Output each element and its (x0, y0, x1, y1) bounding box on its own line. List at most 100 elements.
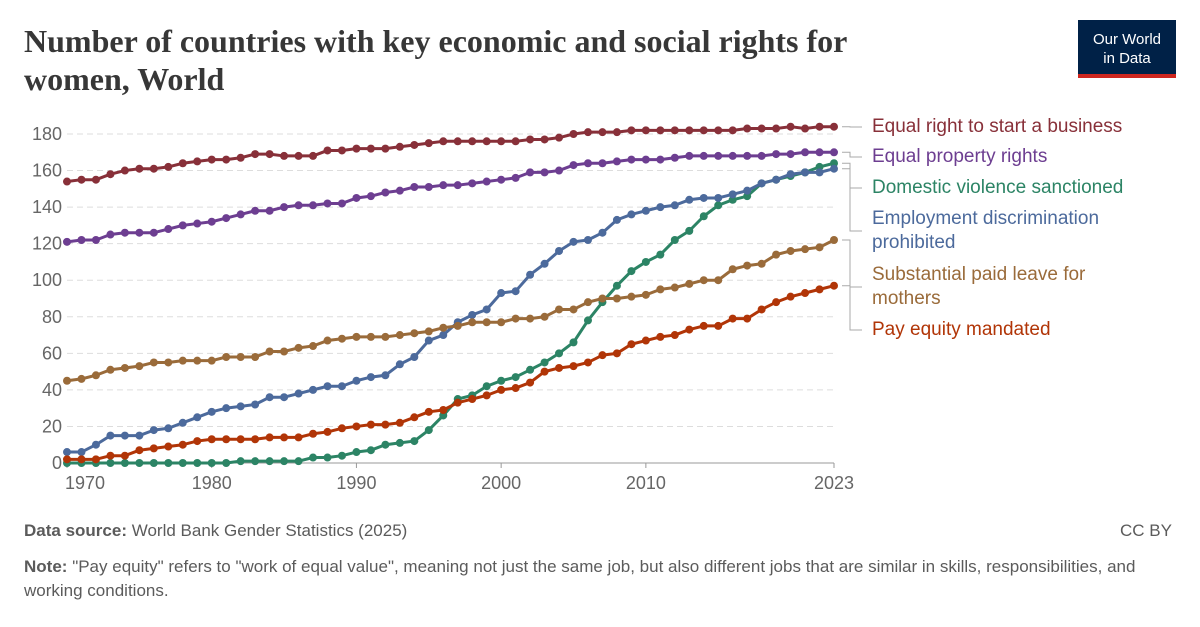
data-point (743, 186, 752, 195)
data-point (743, 192, 752, 201)
y-tick-label: 120 (32, 234, 62, 254)
data-point (641, 336, 650, 345)
data-point (337, 382, 346, 391)
data-point (309, 429, 318, 438)
data-point (280, 433, 289, 442)
data-point (641, 126, 650, 135)
data-point (106, 170, 115, 179)
data-point (497, 289, 506, 298)
data-point (236, 352, 245, 361)
data-point (801, 168, 810, 177)
data-point (468, 395, 477, 404)
data-point (511, 384, 520, 393)
data-point (439, 331, 448, 340)
series-label-line: Employment discrimination (872, 208, 1099, 229)
x-tick-label: 1970 (65, 473, 105, 493)
data-point (569, 161, 578, 170)
data-point (786, 292, 795, 301)
data-point (685, 325, 694, 334)
data-point (555, 166, 564, 175)
data-point (337, 451, 346, 460)
data-point (511, 137, 520, 146)
data-point (801, 124, 810, 133)
data-point (366, 332, 375, 341)
data-point (251, 435, 260, 444)
data-point (280, 203, 289, 212)
data-point (294, 389, 303, 398)
data-point (670, 283, 679, 292)
data-point (569, 305, 578, 314)
data-point (598, 128, 607, 137)
data-point (728, 195, 737, 204)
data-point (294, 151, 303, 160)
data-point (743, 261, 752, 270)
data-point (699, 212, 708, 221)
note-text: "Pay equity" refers to "work of equal va… (24, 557, 1136, 600)
data-point (815, 243, 824, 252)
data-point (236, 402, 245, 411)
data-point (583, 128, 592, 137)
data-point (294, 201, 303, 210)
data-point (801, 148, 810, 157)
data-point (120, 363, 129, 372)
data-point (714, 151, 723, 160)
data-point (309, 342, 318, 351)
label-connector (842, 168, 862, 232)
data-point (685, 279, 694, 288)
data-point (337, 146, 346, 155)
data-point (526, 168, 535, 177)
series-employment-discrimination-prohibited: Employment discrimination prohibited (63, 164, 1099, 457)
data-point (656, 332, 665, 341)
license[interactable]: CC BY (1120, 521, 1172, 540)
data-point (497, 175, 506, 184)
y-tick-label: 80 (42, 307, 62, 327)
data-point (670, 236, 679, 245)
data-point (280, 347, 289, 356)
series-label-line: mothers (872, 288, 941, 309)
data-point (164, 459, 173, 467)
y-tick-label: 100 (32, 270, 62, 290)
y-tick-label: 60 (42, 343, 62, 363)
source-text[interactable]: World Bank Gender Statistics (2025) (131, 521, 408, 540)
data-point (714, 193, 723, 202)
data-point (366, 446, 375, 455)
data-point (598, 294, 607, 303)
data-point (555, 246, 564, 255)
data-point (830, 236, 838, 245)
data-point (670, 331, 679, 340)
data-point (757, 179, 766, 188)
data-point (699, 193, 708, 202)
data-point (337, 424, 346, 433)
data-point (670, 126, 679, 135)
data-point (323, 336, 332, 345)
data-point (772, 150, 781, 159)
owid-logo[interactable]: Our World in Data (1078, 20, 1176, 78)
data-point (439, 181, 448, 190)
data-point (526, 270, 535, 279)
data-point (685, 195, 694, 204)
data-point (207, 356, 216, 365)
data-point (323, 382, 332, 391)
data-point (598, 159, 607, 168)
data-point (323, 146, 332, 155)
data-point (439, 405, 448, 414)
data-point (91, 175, 100, 184)
data-point (193, 459, 202, 467)
y-tick-label: 160 (32, 161, 62, 181)
data-point (149, 426, 158, 435)
data-point (178, 418, 187, 427)
data-point (555, 133, 564, 142)
data-point (222, 352, 231, 361)
data-point (540, 358, 549, 367)
data-point (526, 135, 535, 144)
data-point (627, 155, 636, 164)
data-point (598, 228, 607, 237)
data-point (77, 175, 86, 184)
data-point (149, 228, 158, 237)
data-point (757, 151, 766, 160)
data-point (366, 420, 375, 429)
data-point (801, 245, 810, 254)
data-point (251, 150, 260, 159)
data-point (106, 459, 115, 467)
data-point (526, 365, 535, 374)
